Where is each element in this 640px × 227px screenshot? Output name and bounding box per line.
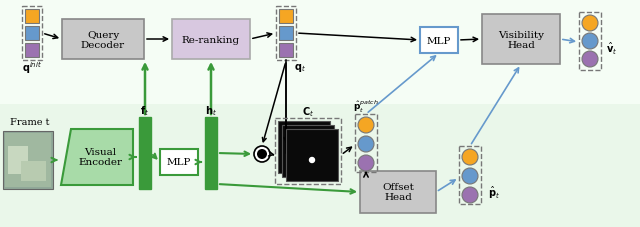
Polygon shape — [61, 129, 133, 185]
Bar — [3, 131, 53, 189]
Text: MLP: MLP — [167, 158, 191, 167]
Bar — [579, 13, 601, 71]
Bar — [22, 7, 42, 61]
Bar — [279, 27, 293, 41]
Bar — [8, 146, 28, 174]
Text: Visibility: Visibility — [498, 30, 544, 39]
Bar — [139, 118, 151, 189]
Text: $\mathbf{h}_t$: $\mathbf{h}_t$ — [205, 104, 217, 117]
Text: Visual: Visual — [84, 148, 116, 157]
Bar — [279, 10, 293, 24]
Text: $\mathbf{C}_t$: $\mathbf{C}_t$ — [302, 105, 314, 118]
Bar — [278, 121, 330, 173]
Text: Head: Head — [507, 40, 535, 49]
Text: $\hat{\mathbf{v}}_t$: $\hat{\mathbf{v}}_t$ — [606, 41, 618, 57]
Bar — [21, 161, 46, 181]
Circle shape — [582, 16, 598, 32]
Text: $\hat{\mathbf{p}}_t^{patch}$: $\hat{\mathbf{p}}_t^{patch}$ — [353, 98, 379, 115]
Bar — [482, 15, 560, 65]
Bar — [62, 20, 144, 60]
Circle shape — [254, 146, 270, 162]
Circle shape — [462, 168, 478, 184]
Text: Head: Head — [384, 193, 412, 202]
Bar — [286, 129, 338, 181]
Text: Offset: Offset — [382, 183, 414, 192]
Text: Frame t: Frame t — [10, 118, 49, 126]
Bar — [172, 20, 250, 60]
Text: $\hat{\mathbf{p}}_t$: $\hat{\mathbf{p}}_t$ — [488, 184, 500, 200]
Bar — [360, 171, 436, 213]
Circle shape — [310, 158, 314, 163]
Text: MLP: MLP — [427, 36, 451, 45]
Text: Re-ranking: Re-ranking — [182, 35, 240, 44]
Text: Query: Query — [87, 30, 119, 39]
Bar — [420, 28, 458, 54]
Circle shape — [582, 52, 598, 68]
Bar — [25, 27, 39, 41]
Circle shape — [462, 187, 478, 203]
Text: $\mathbf{q}^{init}$: $\mathbf{q}^{init}$ — [22, 60, 42, 76]
Bar — [160, 149, 198, 175]
Bar — [0, 105, 640, 227]
Text: Encoder: Encoder — [78, 158, 122, 167]
Bar — [5, 133, 51, 187]
Circle shape — [358, 118, 374, 133]
Bar — [205, 118, 217, 189]
Bar — [275, 118, 341, 184]
Bar — [25, 10, 39, 24]
Circle shape — [462, 149, 478, 165]
Bar — [459, 146, 481, 204]
Circle shape — [358, 136, 374, 152]
Circle shape — [257, 149, 267, 159]
Bar — [276, 7, 296, 61]
Bar — [355, 114, 377, 172]
Bar — [25, 44, 39, 58]
Text: $\mathbf{f}_t$: $\mathbf{f}_t$ — [140, 104, 150, 117]
Text: Decoder: Decoder — [81, 40, 125, 49]
Bar — [279, 44, 293, 58]
Text: $\mathbf{q}_t$: $\mathbf{q}_t$ — [294, 62, 306, 74]
Circle shape — [358, 155, 374, 171]
Circle shape — [582, 34, 598, 50]
Bar — [282, 126, 334, 177]
